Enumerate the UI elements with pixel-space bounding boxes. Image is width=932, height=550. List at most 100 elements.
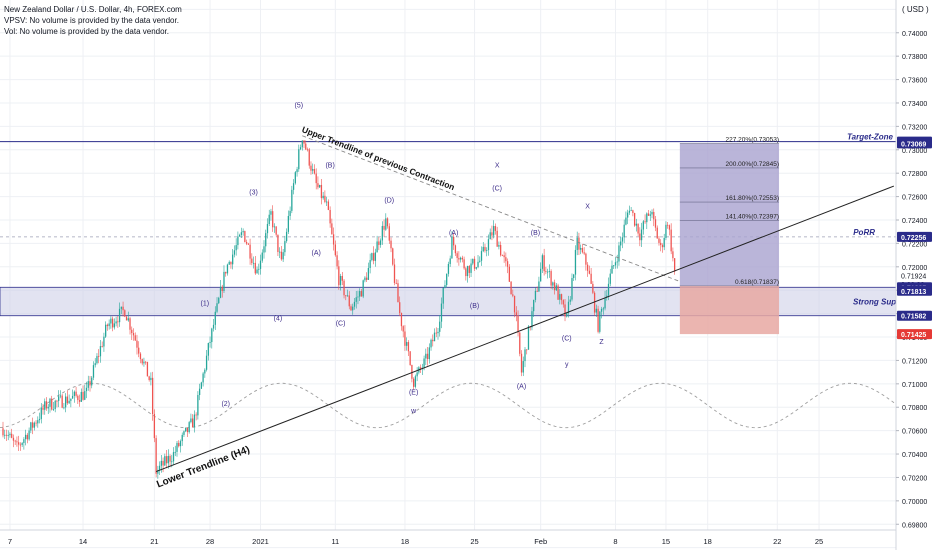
- candle-body: [322, 195, 324, 199]
- candle-body: [30, 422, 32, 431]
- candle-body: [583, 252, 585, 254]
- candle-body: [299, 147, 302, 150]
- candle-body: [306, 149, 309, 151]
- candle-body: [453, 236, 455, 246]
- candle-body: [604, 297, 606, 309]
- candle-body: [515, 312, 517, 316]
- candle-body: [503, 255, 505, 258]
- candle-body: [647, 213, 650, 216]
- wave-label: (A): [517, 384, 526, 391]
- candle-body: [593, 292, 596, 313]
- wave-label: (B): [531, 230, 540, 237]
- candle-body: [64, 396, 67, 408]
- candle-body: [463, 259, 465, 269]
- price-tick-label: 0.69800: [902, 522, 927, 529]
- candle-body: [378, 241, 380, 245]
- plot-area: 227.20%(0.73053) 200.00%(0.72845) 161.80%(…: [0, 103, 896, 490]
- candle-body: [364, 277, 366, 281]
- wave-label: y: [565, 361, 569, 368]
- candle-body: [82, 391, 84, 400]
- wave-label: (E): [409, 389, 418, 396]
- candle-body: [374, 252, 377, 261]
- candle-body: [522, 361, 524, 373]
- candle-body: [338, 266, 340, 286]
- candle-body: [54, 400, 56, 410]
- price-tick-label: 0.70000: [902, 499, 927, 506]
- price-tick-label: 0.72200: [902, 241, 927, 248]
- fib-level-label: 227.20%(0.73053): [726, 137, 780, 144]
- vol-indicator[interactable]: Vol: No volume is provided by the data v…: [4, 27, 169, 36]
- candle-body: [458, 257, 460, 260]
- candle-body: [87, 381, 89, 388]
- candle-body: [285, 231, 288, 242]
- wave-label: (C): [336, 320, 346, 327]
- candle-body: [28, 430, 30, 440]
- candle-body: [2, 428, 4, 436]
- time-tick-label: 8: [613, 537, 617, 546]
- candle-body: [265, 233, 267, 247]
- candle-body: [245, 241, 248, 244]
- candle-body: [143, 361, 145, 364]
- candle-body: [499, 244, 502, 256]
- candle-body: [454, 245, 457, 254]
- candle-body: [277, 234, 279, 252]
- wave-label: X: [585, 203, 590, 210]
- candle-body: [162, 460, 164, 466]
- candle-body: [313, 169, 316, 174]
- candle-body: [98, 356, 100, 357]
- price-tick-label: 0.72400: [902, 218, 927, 225]
- candle-body: [607, 283, 610, 296]
- candle-body: [465, 268, 467, 277]
- candle-body: [392, 248, 394, 265]
- candle-body: [212, 324, 215, 329]
- candle-body: [397, 283, 399, 303]
- candle-body: [620, 241, 622, 246]
- wave-label: (A): [449, 230, 458, 237]
- candle-body: [308, 149, 310, 166]
- candle-body: [658, 238, 660, 243]
- wave-label: (C): [492, 186, 502, 193]
- candle-body: [560, 294, 563, 301]
- candle-body: [244, 231, 246, 242]
- candle-body: [388, 226, 390, 241]
- wave-label: (B): [325, 162, 334, 169]
- candle-body: [555, 285, 557, 291]
- currency-label[interactable]: ( USD ): [902, 5, 929, 14]
- candle-body: [136, 340, 138, 348]
- candle-body: [665, 224, 667, 238]
- candle-body: [486, 250, 488, 251]
- candle-body: [273, 226, 276, 228]
- cycle-curve: [0, 382, 895, 429]
- vpsv-indicator[interactable]: VPSV: No volume is provided by the data …: [4, 16, 179, 25]
- candle-body: [51, 398, 53, 410]
- price-tick-label: 0.73600: [902, 78, 927, 85]
- candle-body: [77, 395, 79, 401]
- candle-body: [171, 461, 173, 463]
- time-tick-label: 14: [79, 537, 87, 546]
- candle-body: [319, 184, 321, 188]
- upper-trendline-label: Upper Trendline of previous Contraction: [301, 124, 457, 192]
- candle-body: [35, 422, 37, 424]
- upper-trendline: [302, 135, 679, 282]
- candle-body: [303, 140, 305, 144]
- candle-body: [376, 241, 378, 253]
- candle-body: [188, 422, 190, 433]
- candle-body: [92, 365, 95, 378]
- candle-body: [672, 251, 674, 259]
- candle-body: [562, 300, 564, 305]
- time-tick-label: 25: [815, 537, 823, 546]
- price-marker-label: 0.71425: [901, 332, 926, 339]
- candle-body: [91, 377, 93, 386]
- candle-body: [226, 264, 229, 274]
- candle-body: [491, 232, 493, 236]
- symbol-title[interactable]: New Zealand Dollar / U.S. Dollar, 4h, FO…: [4, 5, 182, 14]
- candle-body: [47, 406, 49, 409]
- candle-body: [573, 274, 575, 279]
- candle-body: [209, 342, 211, 344]
- candle-body: [185, 427, 187, 432]
- candle-body: [404, 331, 406, 346]
- candle-body: [169, 455, 171, 462]
- candle-body: [70, 398, 72, 401]
- candle-body: [531, 311, 533, 328]
